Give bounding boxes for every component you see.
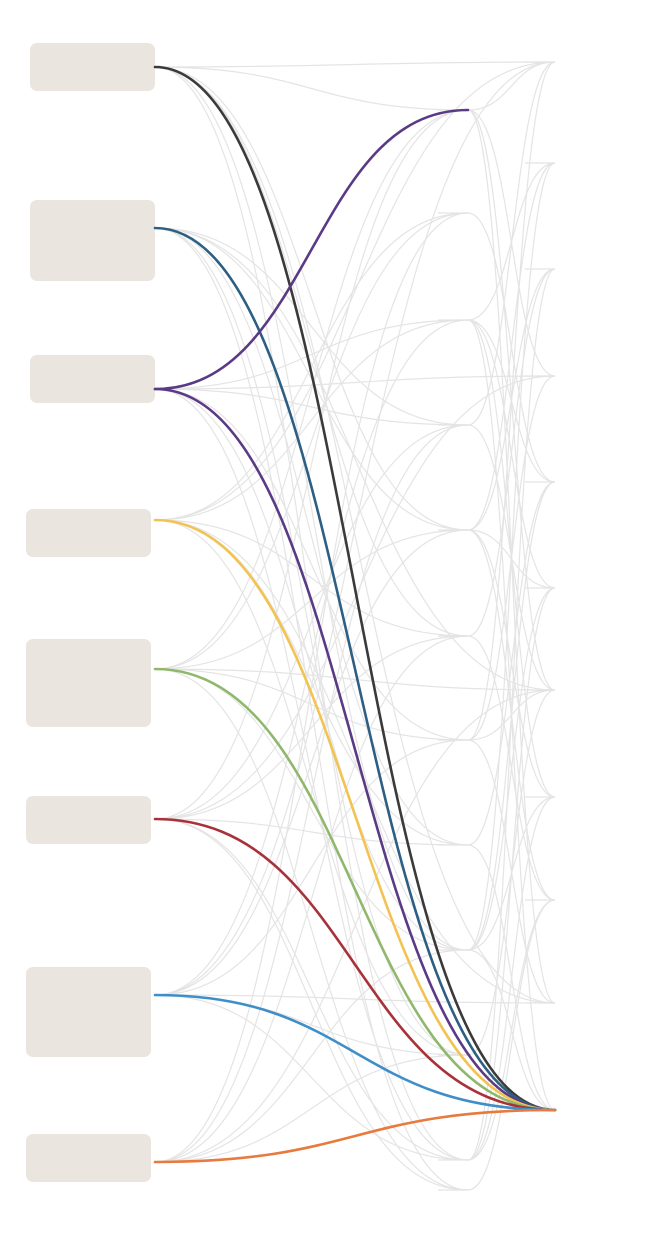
background-link-59 (467, 268, 556, 637)
background-link-2 (154, 66, 469, 637)
background-link-25 (154, 668, 469, 1191)
background-link-11 (154, 388, 469, 426)
highlighted-link-s1-r11[interactable] (153, 65, 557, 1112)
background-link-78 (154, 61, 556, 68)
source-node-s5[interactable] (26, 639, 151, 727)
background-link-28 (154, 635, 469, 820)
background-link-9 (154, 227, 469, 1191)
background-link-85 (154, 375, 556, 820)
background-link-82 (154, 61, 556, 521)
background-link-52 (467, 61, 556, 426)
highlighted-link-s5-r11[interactable] (153, 667, 557, 1112)
background-link-73 (467, 268, 556, 1161)
background-link-38 (154, 424, 469, 1163)
background-link-26 (154, 109, 469, 820)
background-link-36 (154, 994, 469, 1161)
background-link-29 (154, 818, 469, 846)
background-link-84 (154, 668, 556, 691)
background-link-87 (154, 994, 556, 1004)
background-link-33 (154, 529, 469, 996)
source-node-s4[interactable] (26, 509, 151, 557)
source-nodes (26, 43, 155, 1182)
background-link-39 (154, 635, 469, 1163)
background-link-12 (154, 388, 469, 741)
background-link-61 (467, 61, 556, 741)
highlighted-link-s7-r11[interactable] (153, 993, 557, 1112)
background-link-0 (154, 66, 469, 111)
background-link-13 (154, 388, 469, 951)
highlighted-link-s3-m1[interactable] (153, 108, 470, 391)
highlighted-link-s3-r11[interactable] (153, 387, 557, 1112)
source-node-s6[interactable] (26, 796, 151, 844)
background-link-75 (467, 796, 556, 1161)
background-link-5 (154, 227, 469, 426)
source-node-s7[interactable] (26, 967, 151, 1057)
background-link-1 (154, 66, 469, 531)
background-link-40 (154, 949, 469, 1163)
background-link-37 (154, 212, 469, 1163)
background-link-10 (154, 319, 469, 390)
background-link-17 (154, 519, 469, 637)
background-link-80 (154, 227, 556, 691)
background-link-83 (154, 519, 556, 1004)
background-link-21 (154, 212, 469, 670)
background-link-27 (154, 424, 469, 820)
background-link-20 (154, 109, 469, 670)
background-link-15 (154, 212, 469, 521)
background-link-76 (467, 899, 556, 1161)
background-link-54 (467, 162, 556, 531)
source-node-s2[interactable] (30, 200, 155, 281)
background-link-77 (467, 899, 556, 1191)
background-link-79 (154, 66, 556, 1004)
background-link-31 (154, 818, 469, 1191)
background-link-23 (154, 668, 469, 741)
highlighted-link-s8-r11[interactable] (153, 1108, 557, 1164)
background-link-65 (467, 481, 556, 846)
source-node-s3[interactable] (30, 355, 155, 403)
highlighted-links (153, 65, 557, 1164)
background-link-67 (467, 162, 556, 951)
background-link-81 (154, 375, 556, 390)
background-link-32 (154, 319, 469, 996)
background-link-41 (154, 1054, 469, 1163)
background-link-7 (154, 227, 469, 846)
background-link-16 (154, 319, 469, 521)
source-node-s8[interactable] (26, 1134, 151, 1182)
highlighted-link-s6-r11[interactable] (153, 817, 557, 1112)
background-link-30 (154, 818, 469, 1161)
source-node-s1[interactable] (30, 43, 155, 91)
highlighted-link-s4-r11[interactable] (153, 518, 557, 1112)
highlighted-link-s2-r11[interactable] (153, 226, 557, 1112)
background-link-19 (154, 519, 469, 1056)
background-link-34 (154, 739, 469, 996)
background-link-74 (467, 587, 556, 1161)
background-link-14 (154, 388, 469, 1161)
background-link-4 (154, 66, 469, 1161)
background-link-69 (467, 587, 556, 951)
background-link-8 (154, 227, 469, 1056)
background-link-3 (154, 66, 469, 951)
background-links (154, 61, 556, 1191)
background-link-86 (154, 61, 556, 996)
background-link-88 (154, 689, 556, 1163)
